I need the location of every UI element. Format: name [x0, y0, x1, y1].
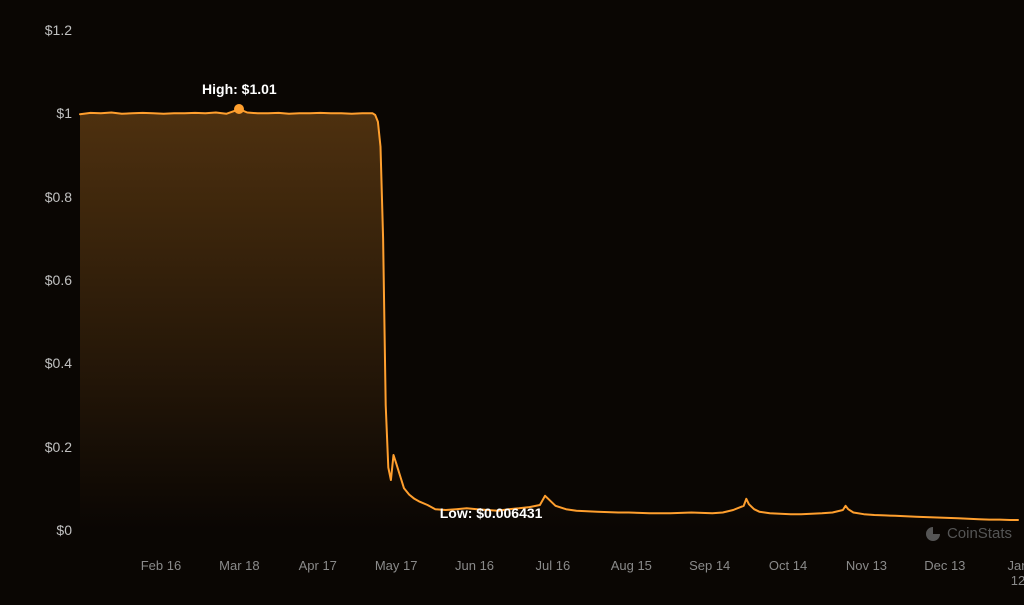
high-marker-dot: [234, 104, 244, 114]
x-axis-tick-label: May 17: [375, 558, 418, 573]
y-axis-tick-label: $0.4: [20, 355, 72, 371]
watermark-text: CoinStats: [947, 525, 1012, 542]
x-axis-tick-label: Sep 14: [689, 558, 730, 573]
coinstats-watermark: CoinStats: [925, 525, 1012, 542]
x-axis-tick-label: Dec 13: [924, 558, 965, 573]
y-axis-tick-label: $0.2: [20, 439, 72, 455]
x-axis-tick-label: Mar 18: [219, 558, 259, 573]
x-axis-tick-label: Apr 17: [299, 558, 337, 573]
coinstats-icon: [925, 526, 941, 542]
x-axis-tick-label: Jul 16: [536, 558, 571, 573]
y-axis-tick-label: $1.2: [20, 22, 72, 38]
area-fill: [80, 109, 1018, 530]
x-axis-tick-label: Nov 13: [846, 558, 887, 573]
price-chart: $0 $0.2 $0.4 $0.6 $0.8 $1 $1.2 Feb 16 Ma…: [0, 0, 1024, 605]
high-annotation: High: $1.01: [202, 81, 277, 97]
y-axis-tick-label: $0.6: [20, 272, 72, 288]
y-axis-tick-label: $1: [20, 105, 72, 121]
x-axis-tick-label: Jun 16: [455, 558, 494, 573]
x-axis-tick-label: Oct 14: [769, 558, 807, 573]
x-axis-tick-label: Aug 15: [611, 558, 652, 573]
x-axis-tick-label: Feb 16: [141, 558, 181, 573]
y-axis-tick-label: $0: [20, 522, 72, 538]
low-annotation: Low: $0.006431: [440, 505, 543, 521]
x-axis-tick-label: Jan 12: [1008, 558, 1024, 588]
y-axis-tick-label: $0.8: [20, 189, 72, 205]
